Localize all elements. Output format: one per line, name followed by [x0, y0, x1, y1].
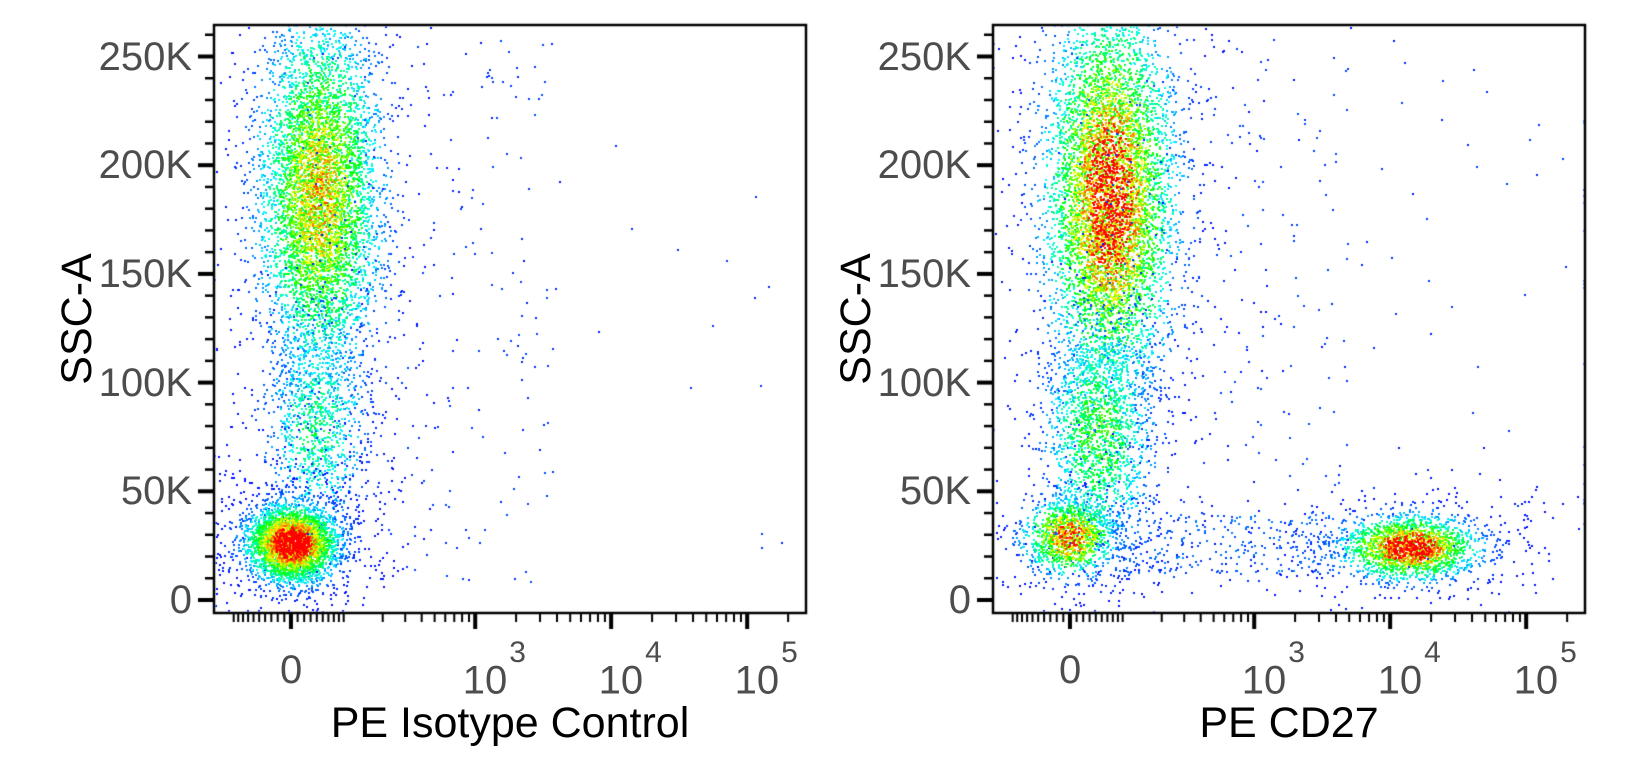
x-tick-label: 103 [1241, 636, 1305, 703]
panel-pe-cd27: SSC-A PE CD27 0 50K 100K 150K 200K 250K 0 103 10… [779, 0, 1644, 778]
y-tick-label: 200K [877, 143, 971, 188]
y-tick-label: 50K [120, 469, 192, 514]
x-tick-label: 0 [279, 648, 303, 692]
y-tick-label: 50K [899, 469, 971, 514]
y-tick-label: 0 [169, 578, 192, 622]
y-tick-label: 250K [877, 34, 971, 79]
panel-pe-isotype-control: SSC-A PE Isotype Control 0 50K 100K 150K 200… [0, 0, 865, 778]
y-tick-label: 150K [98, 251, 192, 296]
x-tick-label: 104 [598, 636, 662, 703]
x-tick-label: 103 [462, 636, 526, 703]
x-tick-label: 105 [1513, 636, 1577, 703]
y-tick-label: 0 [948, 578, 971, 622]
y-tick-label: 100K [877, 360, 971, 405]
x-axis-title: PE Isotype Control [330, 699, 690, 747]
y-tick-label: 150K [877, 251, 971, 296]
x-tick-label: 104 [1377, 636, 1441, 703]
y-tick-label: 100K [98, 360, 192, 405]
scatter-plot-canvas-isotype [0, 0, 865, 778]
x-axis-title: PE CD27 [1199, 699, 1379, 747]
y-tick-label: 200K [98, 143, 192, 188]
x-tick-label: 0 [1058, 648, 1082, 692]
scatter-plot-canvas-cd27 [779, 0, 1644, 778]
y-tick-label: 250K [98, 34, 192, 79]
